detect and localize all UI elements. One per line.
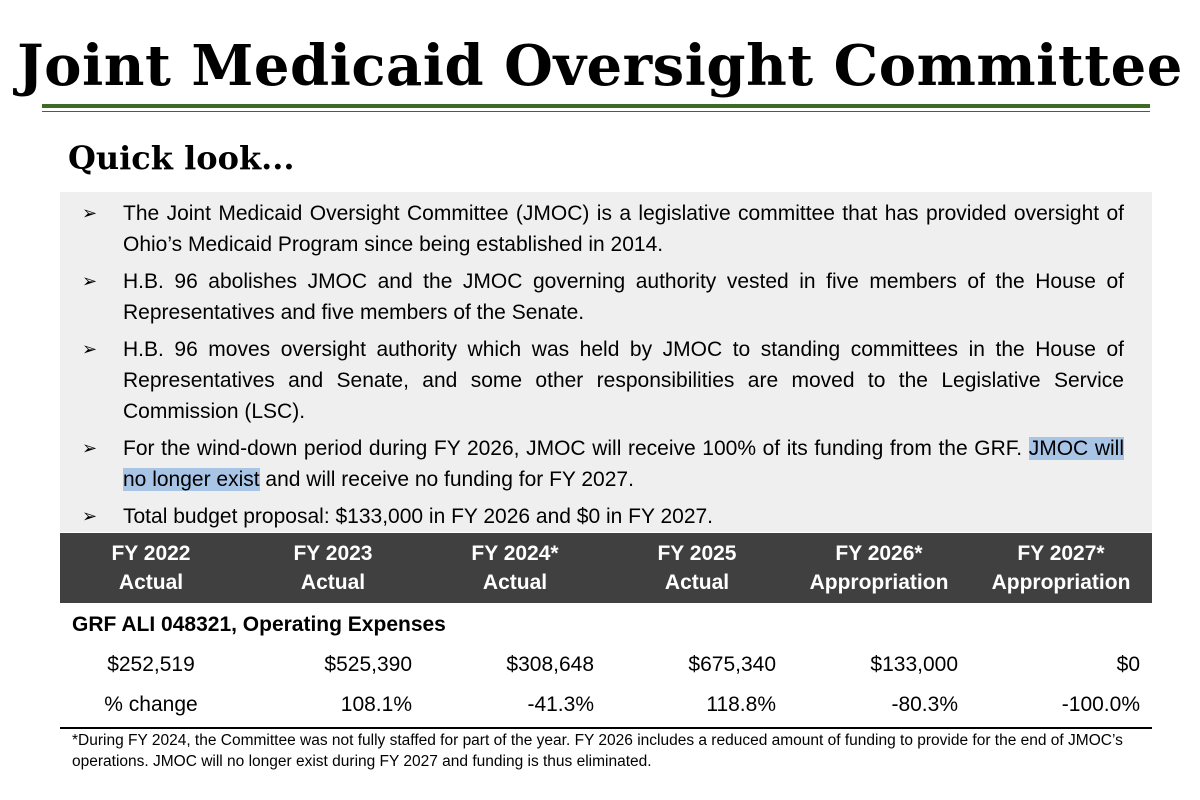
bullet-text: Total budget proposal: $133,000 in FY 20… xyxy=(123,505,714,528)
arrow-bullet-icon: ➢ xyxy=(82,203,98,224)
table-cell: $133,000 xyxy=(870,653,958,676)
table-cell: -41.3% xyxy=(424,685,606,729)
title-divider-thick xyxy=(42,104,1150,108)
bullet-item: ➢ Total budget proposal: $133,000 in FY … xyxy=(60,501,1152,532)
bullet-list: ➢ The Joint Medicaid Oversight Committee… xyxy=(60,198,1152,532)
bullet-text-start: For the wind-down period during FY 2026,… xyxy=(123,437,1029,460)
row-label: % change xyxy=(60,685,242,729)
section-heading: Quick look... xyxy=(68,139,295,177)
table-cell: $308,648 xyxy=(506,653,594,676)
title-divider-thin xyxy=(42,111,1150,112)
arrow-bullet-icon: ➢ xyxy=(82,271,98,292)
arrow-bullet-icon: ➢ xyxy=(82,339,98,360)
bullet-item: ➢ The Joint Medicaid Oversight Committee… xyxy=(60,198,1152,260)
bullet-item: ➢ H.B. 96 abolishes JMOC and the JMOC go… xyxy=(60,266,1152,328)
column-header: FY 2024* Actual xyxy=(424,533,606,603)
table-cell: $0 xyxy=(1116,653,1140,676)
column-header: FY 2022 Actual xyxy=(60,533,242,603)
bullet-text: The Joint Medicaid Oversight Committee (… xyxy=(123,202,1124,256)
table-header-row: FY 2022 Actual FY 2023 Actual FY 2024* Actu… xyxy=(60,533,1152,603)
bullet-text: H.B. 96 moves oversight authority which … xyxy=(123,338,1124,423)
table-cell: 118.8% xyxy=(606,685,788,729)
arrow-bullet-icon: ➢ xyxy=(82,506,98,527)
page-title: Joint Medicaid Oversight Committee xyxy=(17,33,1183,99)
column-header: FY 2023 Actual xyxy=(242,533,424,603)
column-header: FY 2027* Appropriation xyxy=(970,533,1152,603)
table-cell: -100.0% xyxy=(970,685,1152,729)
table-section-row: GRF ALI 048321, Operating Expenses xyxy=(60,603,1152,645)
table-row: % change 108.1% -41.3% 118.8% -80.3% -10… xyxy=(60,685,1152,729)
table-cell: -80.3% xyxy=(788,685,970,729)
section-label: GRF ALI 048321, Operating Expenses xyxy=(72,613,446,636)
column-header: FY 2025 Actual xyxy=(606,533,788,603)
table-row: $252,519 $525,390 $308,648 $675,340 $133… xyxy=(60,645,1152,685)
bullet-item: ➢ H.B. 96 moves oversight authority whic… xyxy=(60,334,1152,427)
summary-box: ➢ The Joint Medicaid Oversight Committee… xyxy=(60,192,1152,532)
arrow-bullet-icon: ➢ xyxy=(82,438,98,459)
column-header: FY 2026* Appropriation xyxy=(788,533,970,603)
table-cell: $525,390 xyxy=(324,653,412,676)
table-cell: $252,519 xyxy=(107,653,195,676)
bullet-item: ➢ For the wind-down period during FY 202… xyxy=(60,433,1152,495)
budget-table: FY 2022 Actual FY 2023 Actual FY 2024* Actu… xyxy=(60,533,1152,729)
bullet-text-end: and will receive no funding for FY 2027. xyxy=(259,468,634,491)
bullet-text: H.B. 96 abolishes JMOC and the JMOC gove… xyxy=(123,270,1124,324)
table-cell: $675,340 xyxy=(688,653,776,676)
footnote: *During FY 2024, the Committee was not f… xyxy=(72,732,1123,770)
table-cell: 108.1% xyxy=(242,685,424,729)
